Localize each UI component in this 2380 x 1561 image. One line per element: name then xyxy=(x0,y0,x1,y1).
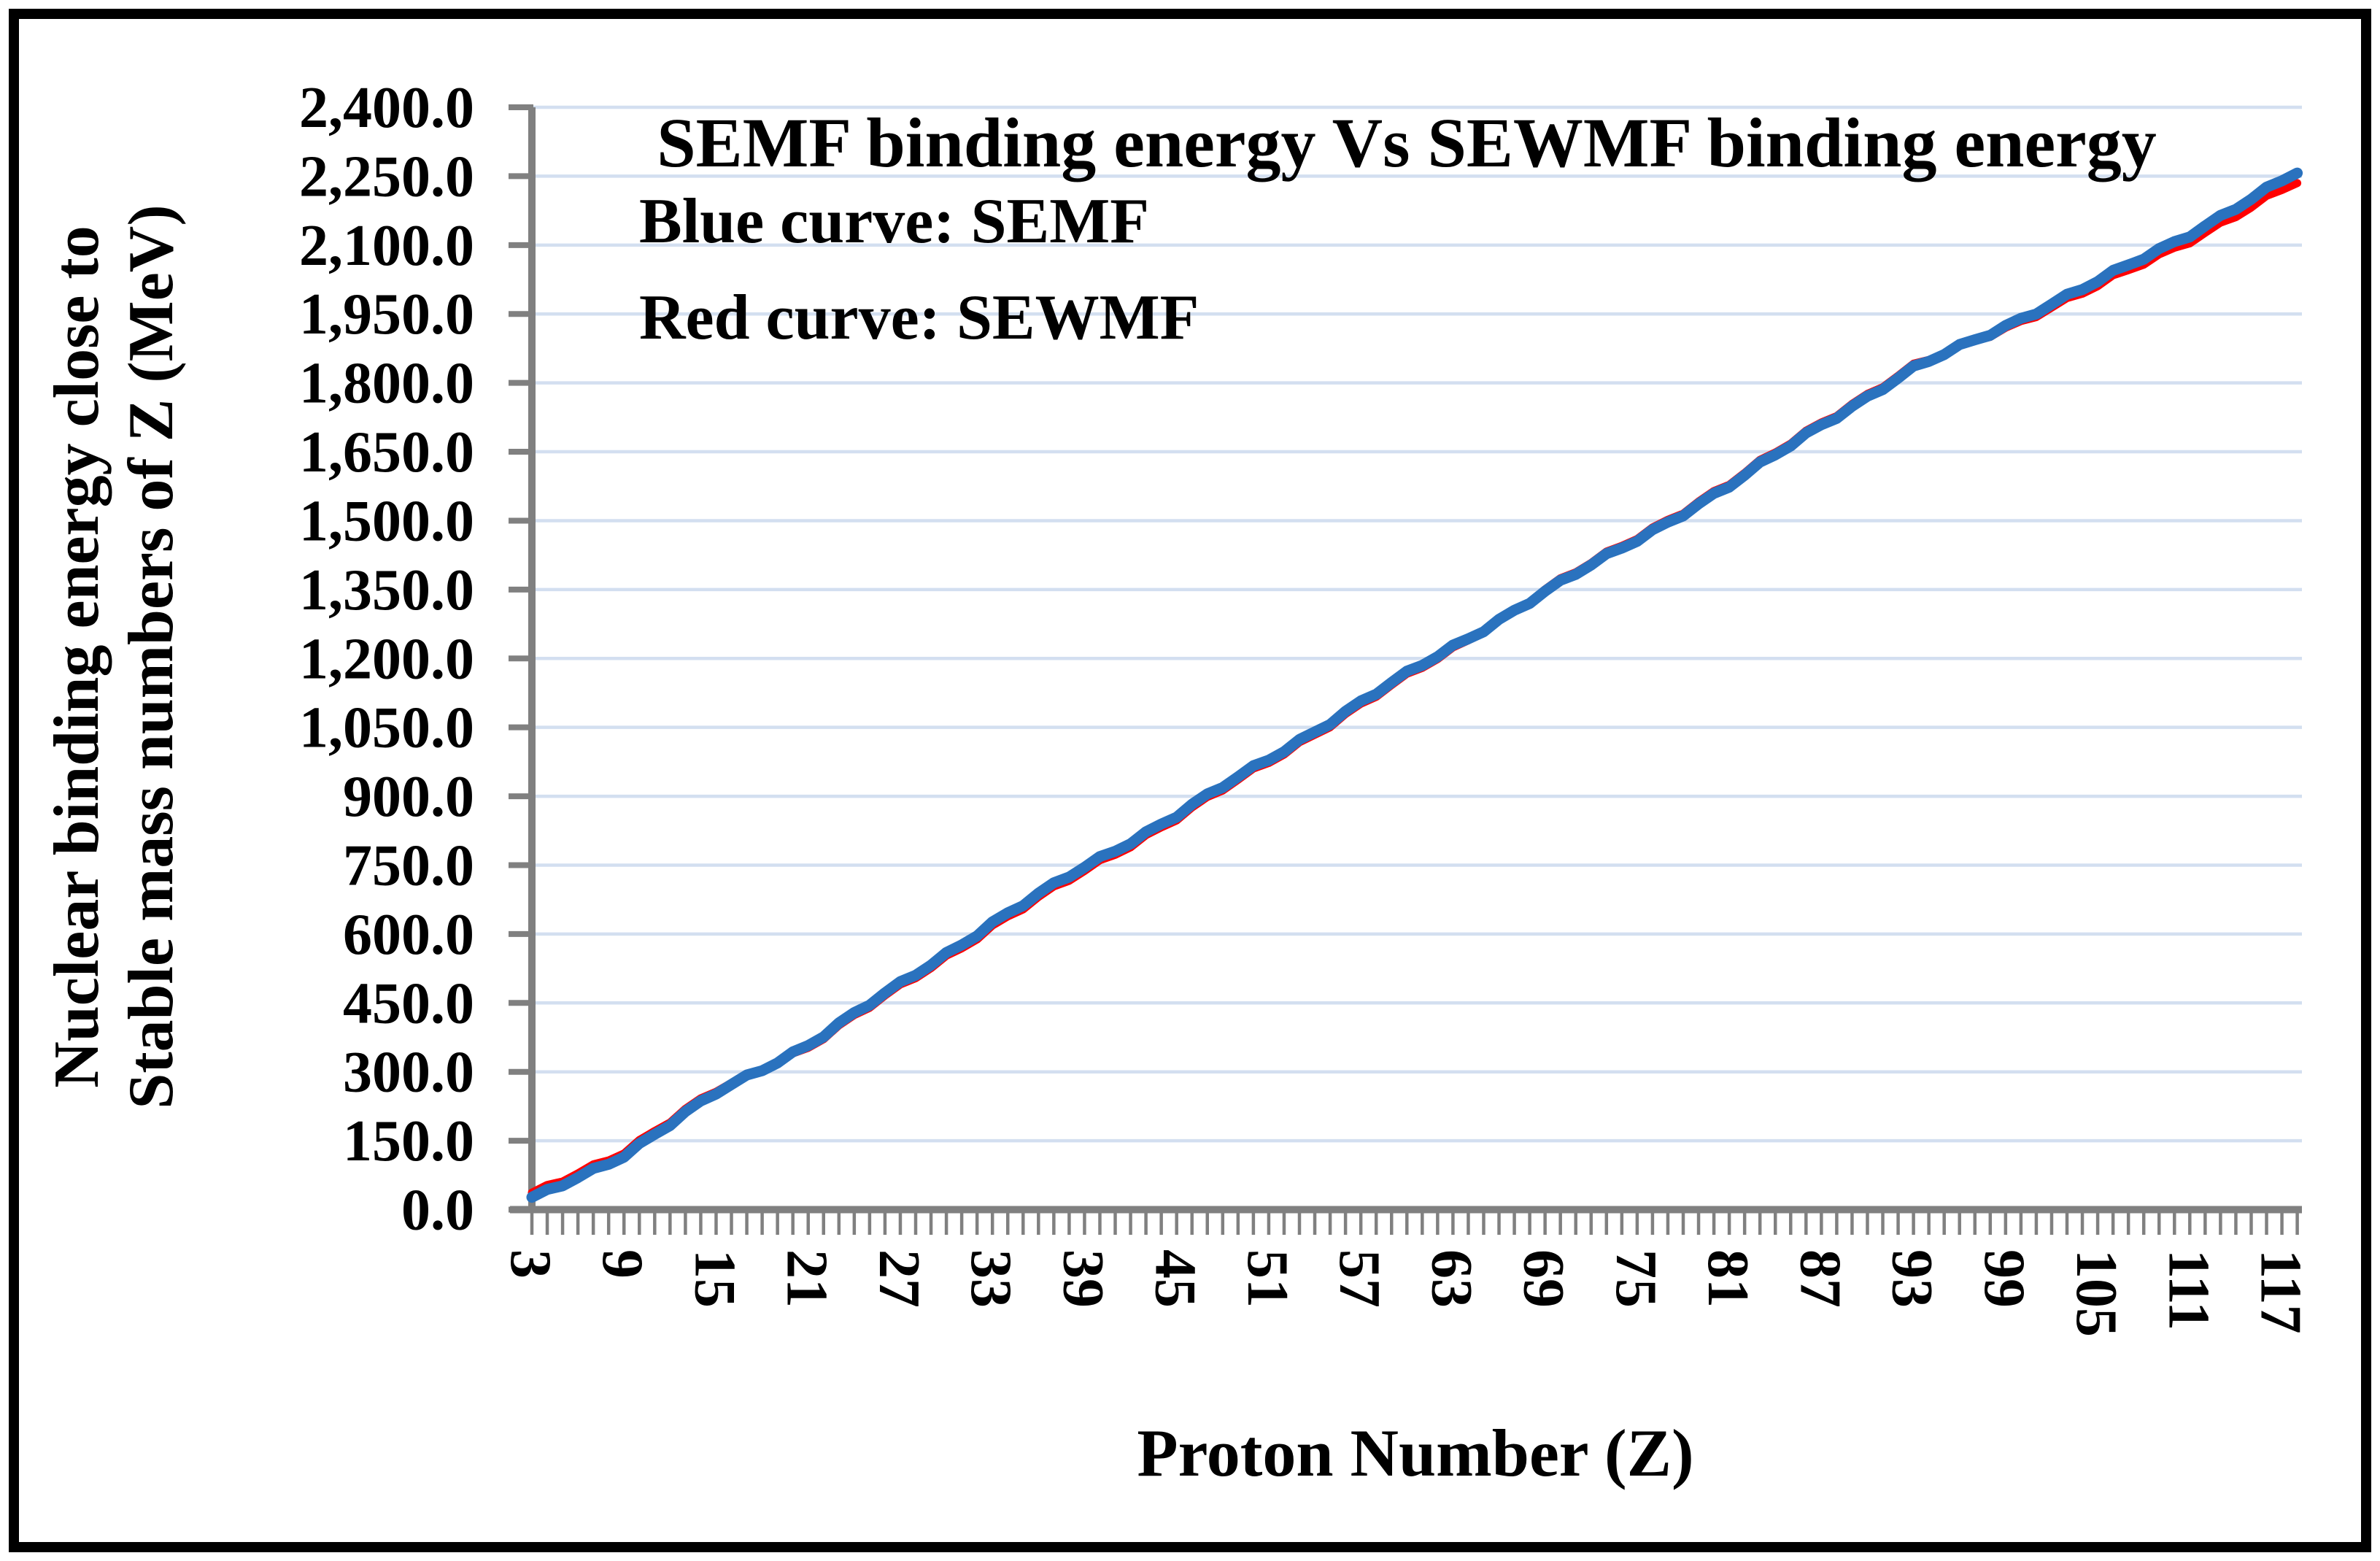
y-tick-label: 0.0 xyxy=(401,1179,474,1243)
x-tick-label: 57 xyxy=(1327,1249,1391,1308)
x-tick-label: 93 xyxy=(1880,1249,1944,1308)
x-tick-label: 27 xyxy=(867,1249,931,1308)
y-tick-label: 900.0 xyxy=(343,765,474,829)
legend-entry-semf: Blue curve: SEMF xyxy=(639,186,1149,257)
x-tick-label: 105 xyxy=(2064,1249,2128,1337)
x-tick-label: 45 xyxy=(1143,1249,1208,1308)
y-axis-tick-labels: 0.0150.0300.0450.0600.0750.0900.01,050.0… xyxy=(299,76,474,1243)
y-axis-title-line1: Nuclear binding energy close to xyxy=(42,226,112,1087)
x-tick-label: 87 xyxy=(1788,1249,1852,1308)
y-tick-label: 1,200.0 xyxy=(299,627,474,691)
y-tick-label: 2,250.0 xyxy=(299,144,474,209)
y-tick-label: 1,050.0 xyxy=(299,696,474,760)
semf-curve-blue xyxy=(526,167,2303,1203)
y-tick-label: 1,350.0 xyxy=(299,558,474,623)
x-tick-label: 21 xyxy=(775,1249,839,1308)
y-tick-label: 750.0 xyxy=(343,833,474,898)
x-tick-label: 111 xyxy=(2156,1249,2220,1330)
x-tick-label: 3 xyxy=(498,1249,563,1279)
y-tick-label: 2,400.0 xyxy=(299,76,474,140)
gridlines xyxy=(532,105,2302,1143)
y-tick-label: 1,950.0 xyxy=(299,282,474,347)
y-axis-ticks xyxy=(509,104,533,1213)
y-axis-title-line2: Stable mass numbers of Z (MeV) xyxy=(116,204,187,1109)
x-tick-label: 99 xyxy=(1972,1249,2036,1308)
y-tick-label: 2,100.0 xyxy=(299,214,474,278)
y-tick-label: 450.0 xyxy=(343,971,474,1036)
chart-title: SEMF binding energy Vs SEWMF binding ene… xyxy=(657,104,2156,182)
x-tick-label: 63 xyxy=(1419,1249,1483,1308)
x-tick-label: 39 xyxy=(1051,1249,1115,1308)
x-axis-ticks xyxy=(530,1213,2299,1235)
x-axis-title: Proton Number (Z) xyxy=(1137,1416,1693,1490)
data-curves xyxy=(526,167,2303,1203)
x-tick-label: 33 xyxy=(959,1249,1023,1308)
x-axis-tick-labels: 3 9 15 21 27 33 39 45 51 57 63 69 75 81 87 93 99 105 111 11… xyxy=(498,1249,2313,1337)
y-tick-label: 1,800.0 xyxy=(299,352,474,416)
x-tick-label: 75 xyxy=(1604,1249,1668,1308)
x-tick-label: 69 xyxy=(1512,1249,1576,1308)
x-tick-label: 9 xyxy=(590,1249,654,1279)
y-tick-label: 1,500.0 xyxy=(299,489,474,553)
chart-border xyxy=(9,9,2371,1552)
x-tick-label: 81 xyxy=(1696,1249,1760,1308)
y-tick-label: 150.0 xyxy=(343,1109,474,1173)
legend-entry-sewmf: Red curve: SEWMF xyxy=(639,282,1199,353)
y-tick-label: 600.0 xyxy=(343,903,474,967)
y-tick-label: 1,650.0 xyxy=(299,420,474,485)
x-tick-label: 15 xyxy=(682,1249,746,1308)
y-tick-label: 300.0 xyxy=(343,1041,474,1105)
x-tick-label: 51 xyxy=(1235,1249,1299,1308)
x-tick-label: 117 xyxy=(2249,1249,2313,1334)
